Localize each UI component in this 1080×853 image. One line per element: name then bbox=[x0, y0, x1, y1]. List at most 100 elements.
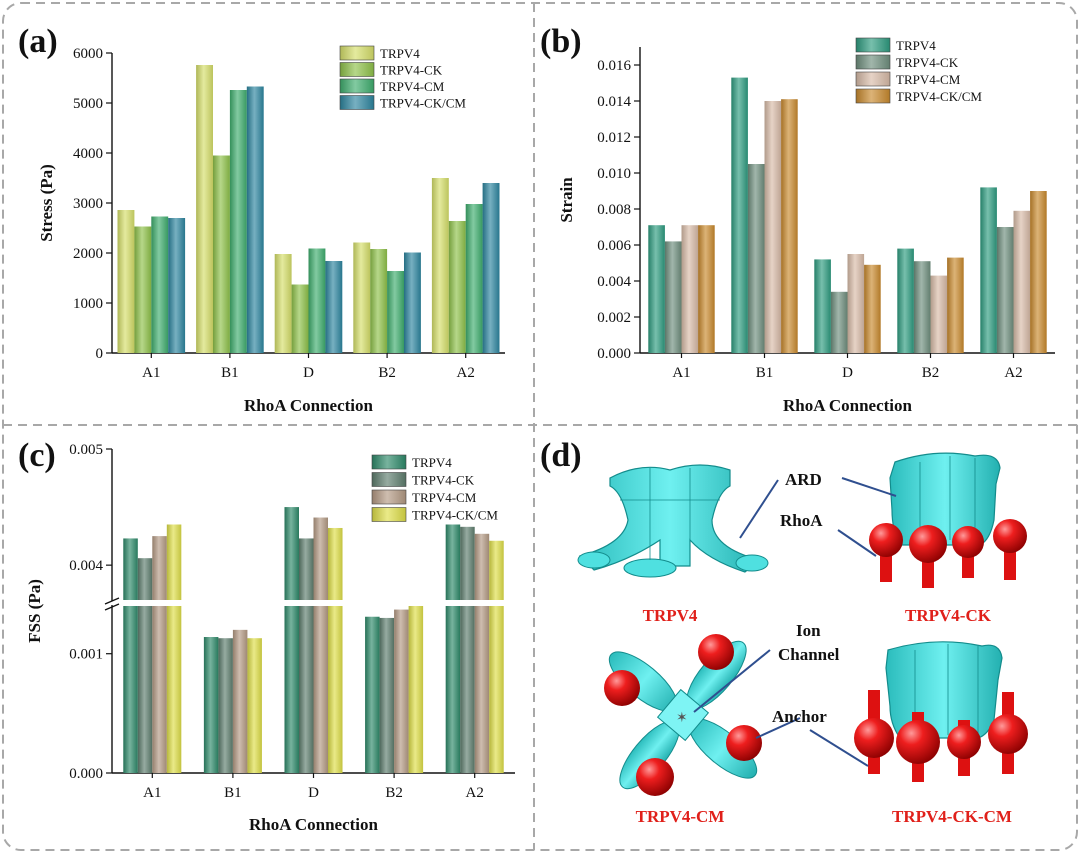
panel-letter-d: (d) bbox=[540, 437, 582, 474]
bar-B1-trpv4-ck-cm bbox=[781, 99, 798, 353]
x-tick-label: B1 bbox=[756, 365, 774, 381]
callout-channel: Channel bbox=[778, 645, 840, 664]
y-axis-title: Stress (Pa) bbox=[37, 164, 56, 242]
legend-swatch-2 bbox=[855, 71, 891, 87]
axis-break-mark bbox=[104, 597, 120, 605]
trpv4-structure-illustration bbox=[577, 464, 769, 578]
bar-A1-trpv4-ck bbox=[664, 241, 682, 353]
legend-swatch-0 bbox=[371, 454, 407, 470]
callout-ion: Ion bbox=[796, 621, 821, 640]
legend-label-3: TRPV4-CK/CM bbox=[896, 89, 982, 104]
panel-letter-a: (a) bbox=[18, 23, 58, 60]
legend-swatch-3 bbox=[855, 88, 891, 104]
x-tick-label: A2 bbox=[466, 785, 484, 801]
y-axis-title: Strain bbox=[557, 177, 576, 223]
legend-swatch-3 bbox=[371, 507, 407, 522]
y-tick-label: 3000 bbox=[73, 196, 103, 212]
legend-swatch-1 bbox=[855, 54, 891, 70]
bar-B1-trpv4-ck bbox=[213, 155, 230, 353]
bar-B1-trpv4-cm bbox=[764, 101, 782, 353]
bar-B2-trpv4-ck-cm bbox=[947, 257, 964, 353]
y-tick-label: 0.002 bbox=[597, 310, 631, 326]
bar-D-trpv4-cm-lower bbox=[313, 606, 329, 773]
bar-B1-trpv4 bbox=[731, 77, 748, 353]
y-tick-label: 0.014 bbox=[597, 94, 631, 110]
x-axis-title: RhoA Connection bbox=[244, 396, 373, 415]
trpv4-ck-cm-structure-illustration bbox=[854, 641, 1028, 782]
bar-A2-trpv4-ck bbox=[996, 227, 1014, 353]
label-trpv4-ck: TRPV4-CK bbox=[905, 606, 992, 625]
bar-D-trpv4-ck-cm-upper bbox=[328, 527, 343, 600]
bar-A1-trpv4-ck-lower bbox=[137, 606, 153, 773]
bar-A2-trpv4-lower bbox=[445, 606, 461, 773]
bar-D-trpv4-ck-upper bbox=[298, 538, 314, 600]
bar-A2-trpv4-ck-cm bbox=[1030, 191, 1047, 353]
structure-panel: ✶ bbox=[577, 452, 1028, 826]
x-axis-title: RhoA Connection bbox=[783, 396, 912, 415]
trpv4-ck-structure-illustration bbox=[869, 452, 1027, 588]
bar-A2-trpv4-cm bbox=[465, 204, 483, 353]
bar-B1-trpv4 bbox=[196, 65, 214, 353]
y-tick-label: 0.004 bbox=[69, 558, 103, 574]
y-tick-label: 6000 bbox=[73, 46, 103, 62]
y-tick-label: 0.001 bbox=[69, 647, 103, 663]
legend-label-1: TRPV4-CK bbox=[896, 55, 959, 70]
label-trpv4-cm: TRPV4-CM bbox=[636, 807, 725, 826]
bar-A1-trpv4-ck-cm bbox=[168, 218, 186, 353]
bar-A1-trpv4-ck-cm bbox=[698, 225, 715, 353]
bar-A2-trpv4-ck-upper bbox=[460, 526, 475, 600]
bar-A1-trpv4-ck bbox=[134, 226, 152, 353]
bar-B1-trpv4-cm bbox=[229, 90, 247, 353]
bar-D-trpv4 bbox=[814, 259, 831, 353]
bar-A1-trpv4 bbox=[117, 210, 135, 353]
bar-D-trpv4-ck-cm-lower bbox=[328, 606, 343, 773]
bar-D-trpv4-ck-cm bbox=[325, 261, 343, 353]
legend-label-3: TRPV4-CK/CM bbox=[412, 508, 498, 523]
bar-D-trpv4-ck-lower bbox=[298, 606, 314, 773]
bar-A1-trpv4-ck-upper bbox=[137, 558, 153, 600]
y-tick-label: 4000 bbox=[73, 146, 103, 162]
bar-D-trpv4-ck bbox=[291, 284, 309, 353]
bar-B2-trpv4 bbox=[897, 248, 914, 353]
y-tick-label: 0.010 bbox=[597, 166, 631, 182]
x-tick-label: A1 bbox=[672, 365, 690, 381]
legend-label-1: TRPV4-CK bbox=[412, 473, 475, 488]
bar-D-trpv4-cm-upper bbox=[313, 517, 329, 600]
y-tick-label: 0.000 bbox=[597, 346, 631, 362]
bar-A1-trpv4-ck-cm-upper bbox=[166, 524, 182, 600]
y-tick-label: 0.000 bbox=[69, 766, 103, 782]
y-tick-label: 1000 bbox=[73, 296, 103, 312]
axis-break-gap bbox=[106, 601, 118, 605]
legend-swatch-0 bbox=[339, 45, 375, 61]
x-tick-label: A1 bbox=[143, 785, 161, 801]
chart-stress: 0 1000 2000 3000 4000 5000 6000 A1 B1 D B2 A2 RhoA C… bbox=[37, 45, 505, 415]
trpv4-cm-structure-illustration: ✶ bbox=[604, 634, 762, 796]
bar-B2-trpv4-ck bbox=[370, 249, 388, 353]
bar-A1-trpv4-cm-lower bbox=[152, 606, 167, 773]
y-tick-label: 5000 bbox=[73, 96, 103, 112]
bar-D-trpv4-upper bbox=[284, 507, 299, 600]
bar-A2-trpv4 bbox=[980, 187, 997, 353]
legend-label-2: TRPV4-CM bbox=[380, 79, 445, 94]
bar-A2-trpv4-ck-cm-lower bbox=[489, 606, 504, 773]
bar-B2-trpv4-cm bbox=[394, 609, 409, 773]
y-tick-label: 0.004 bbox=[597, 274, 631, 290]
bar-A2-trpv4 bbox=[431, 178, 449, 353]
bar-B2-trpv4-ck bbox=[379, 617, 395, 773]
chart-fss: 0.000 0.001 0.004 0.005 A1 B1 D B2 A2 RhoA Connec… bbox=[25, 442, 515, 834]
ion-channel-glyph: ✶ bbox=[676, 710, 688, 726]
bar-A2-trpv4-cm bbox=[1013, 210, 1031, 353]
x-axis-title: RhoA Connection bbox=[249, 815, 378, 834]
bar-D-trpv4-cm bbox=[847, 254, 865, 353]
label-trpv4-ck-cm: TRPV4-CK-CM bbox=[892, 807, 1012, 826]
label-trpv4: TRPV4 bbox=[643, 606, 698, 625]
bar-A2-trpv4-cm-upper bbox=[474, 533, 490, 600]
bar-A2-trpv4-upper bbox=[445, 524, 461, 600]
legend-label-1: TRPV4-CK bbox=[380, 63, 443, 78]
x-tick-label: A2 bbox=[457, 365, 475, 381]
x-tick-label: D bbox=[308, 785, 319, 801]
bar-B1-trpv4-ck bbox=[747, 164, 765, 353]
callout-ard: ARD bbox=[785, 470, 822, 489]
